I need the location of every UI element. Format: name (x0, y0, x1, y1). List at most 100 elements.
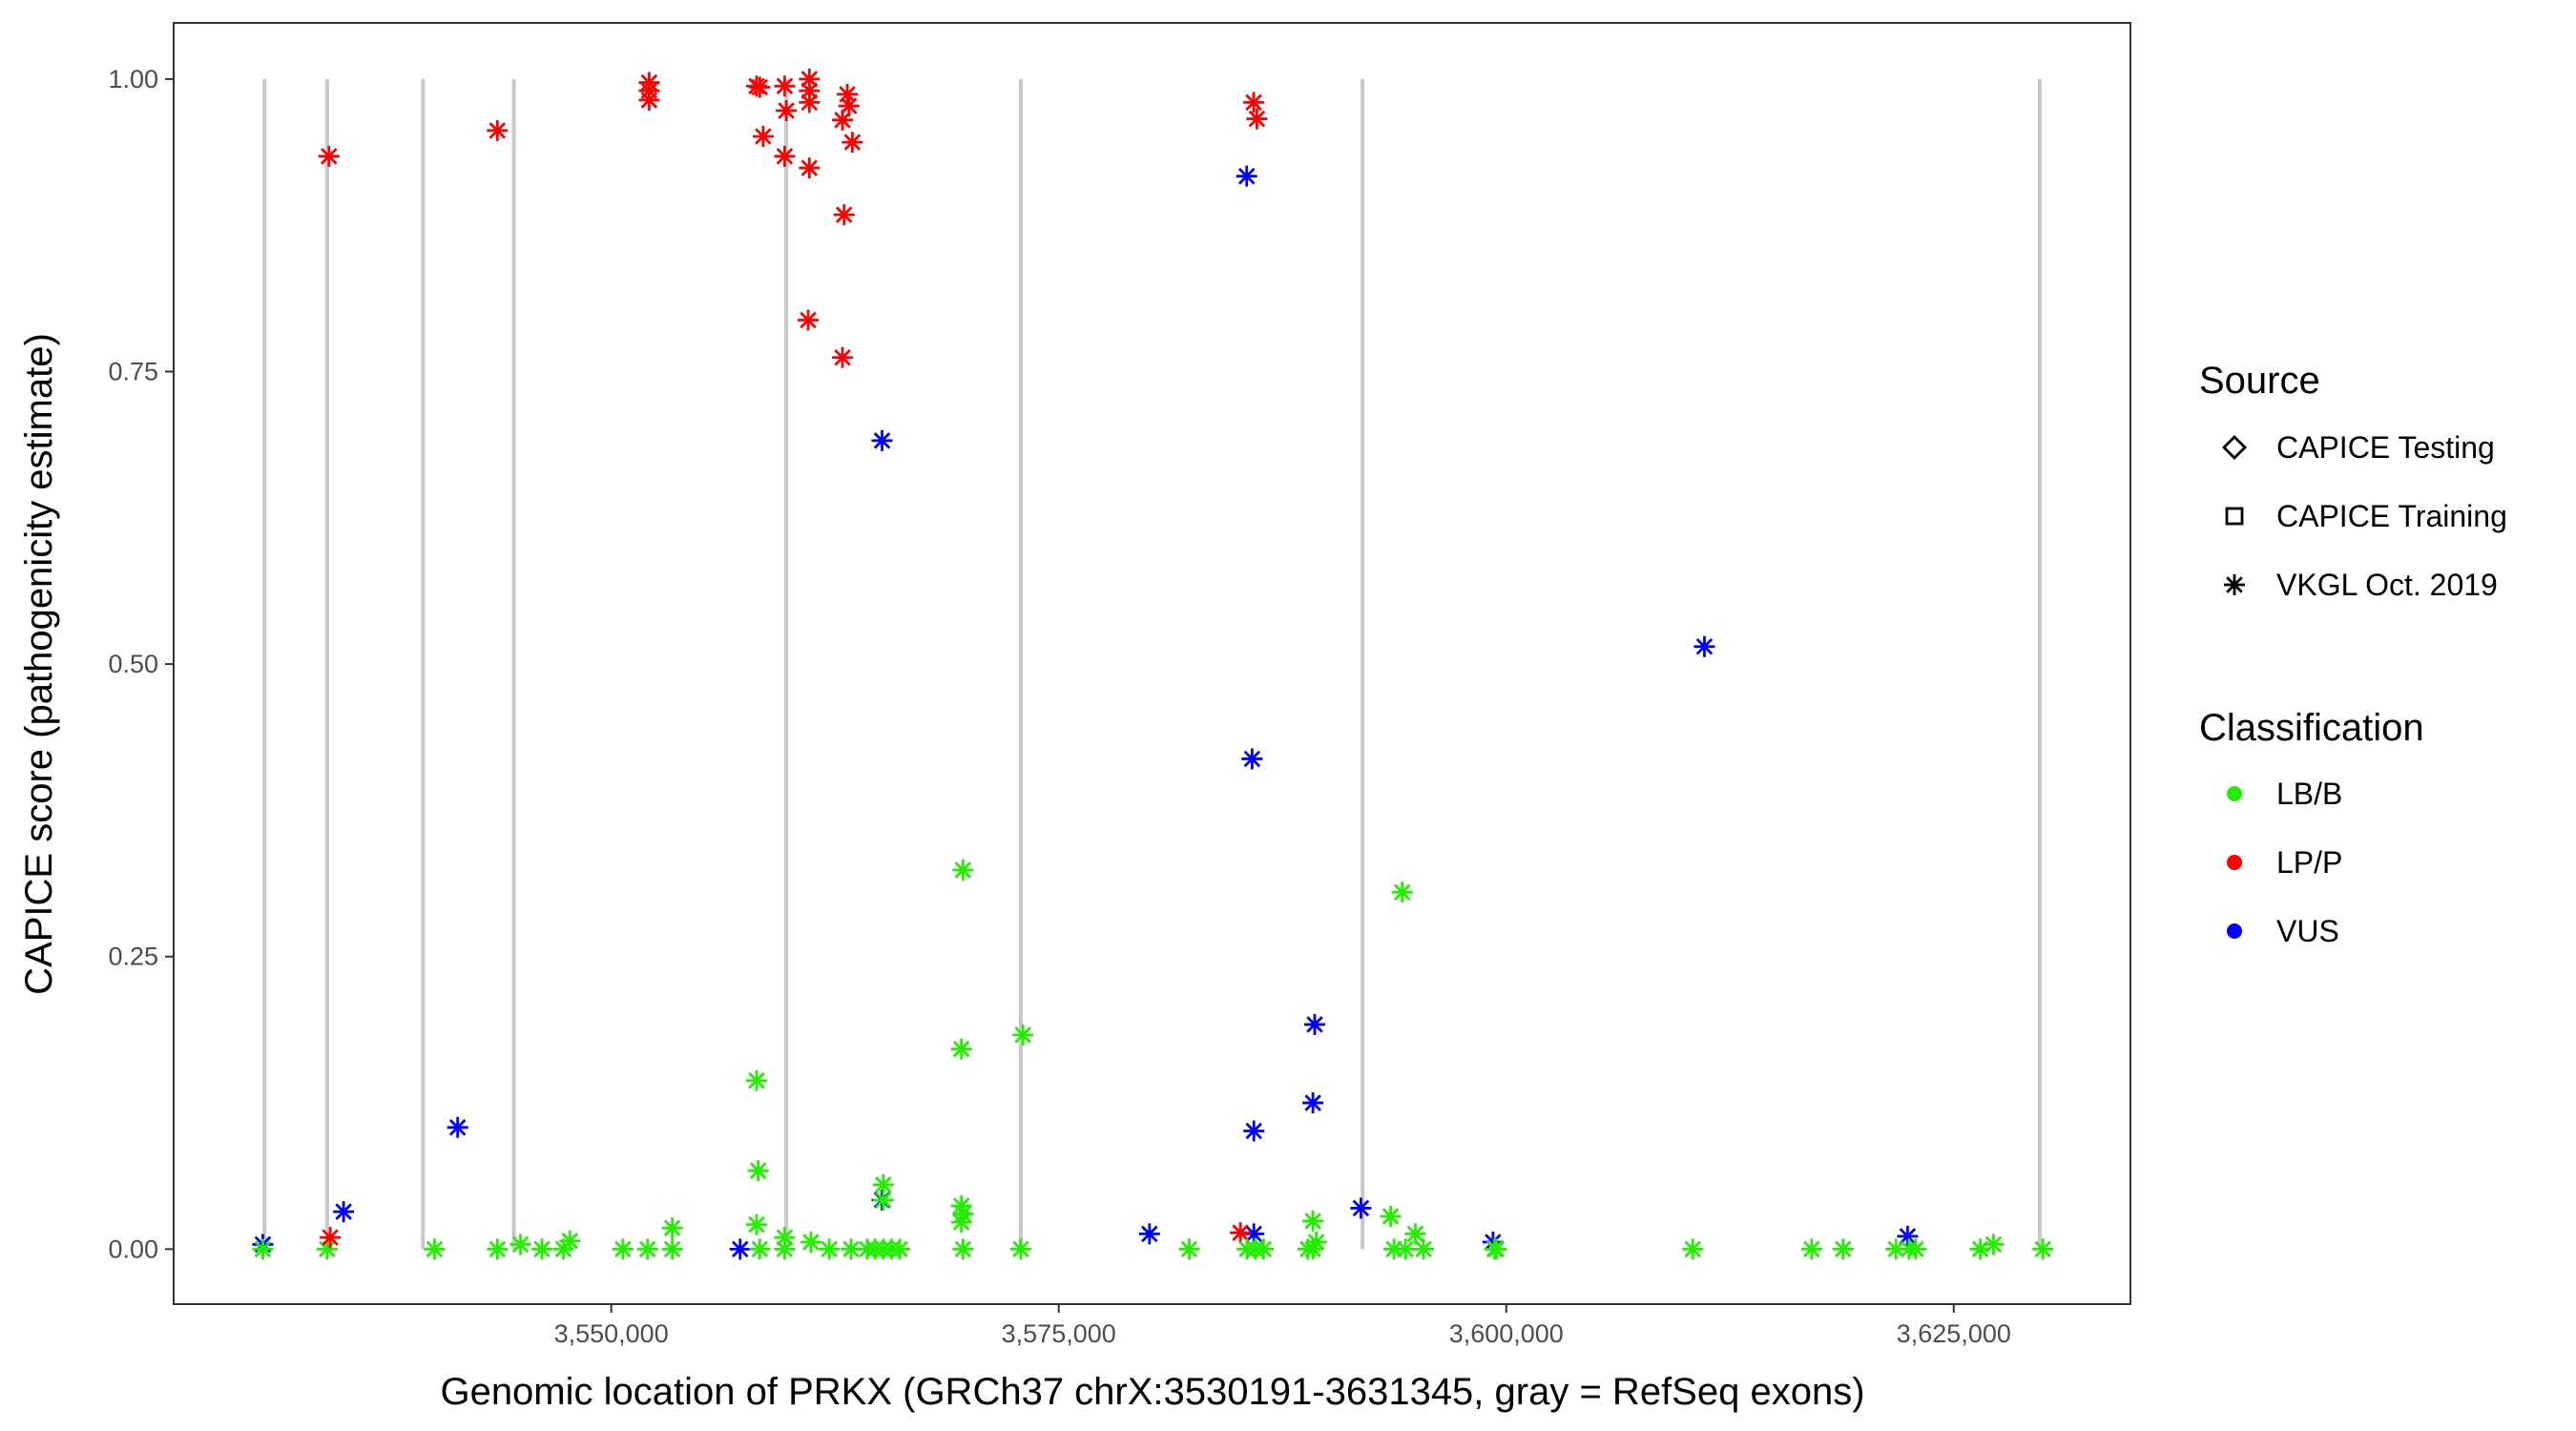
legend-label: LB/B (2276, 777, 2342, 811)
data-point (1243, 1120, 1265, 1142)
data-point (1012, 1024, 1034, 1046)
data-point (872, 1189, 894, 1211)
asterisk-marker (746, 1069, 768, 1091)
asterisk-marker (952, 1238, 974, 1260)
asterisk-marker (798, 309, 820, 331)
data-point (774, 145, 796, 167)
asterisk-marker (1243, 1120, 1265, 1142)
asterisk-marker (1969, 1238, 1991, 1260)
data-points (252, 68, 2054, 1260)
asterisk-marker (747, 1160, 769, 1182)
asterisk-marker (1243, 92, 1265, 114)
asterisk-marker (799, 68, 821, 90)
asterisk-marker (1885, 1238, 1907, 1260)
data-point (1009, 1238, 1031, 1260)
data-point (1383, 1238, 1405, 1260)
asterisk-marker (1236, 165, 1257, 187)
data-point (1241, 748, 1263, 770)
x-tick-label: 3,600,000 (1449, 1319, 1564, 1348)
data-point (1243, 92, 1265, 114)
data-point (1885, 1238, 1907, 1260)
asterisk-marker (729, 1238, 751, 1260)
asterisk-marker (1304, 1013, 1326, 1035)
data-point (838, 95, 860, 117)
data-point (952, 859, 974, 881)
data-point (1969, 1238, 1991, 1260)
data-point (509, 1234, 531, 1255)
data-point (638, 89, 660, 111)
data-point (799, 92, 821, 114)
data-point (612, 1238, 634, 1260)
data-point (837, 83, 859, 105)
asterisk-marker (952, 859, 974, 881)
data-point (1302, 1210, 1324, 1232)
asterisk-marker (746, 1213, 768, 1235)
asterisk-marker (950, 1212, 972, 1234)
asterisk-marker (661, 1217, 683, 1239)
data-point (1482, 1232, 1504, 1253)
asterisk-marker (1241, 748, 1263, 770)
y-tick-label: 0.75 (108, 357, 158, 385)
data-point (950, 1212, 972, 1234)
data-point (1138, 1223, 1160, 1245)
asterisk-marker (950, 1194, 972, 1216)
data-point (487, 119, 509, 141)
asterisk-marker (950, 1038, 972, 1060)
asterisk-marker (612, 1238, 634, 1260)
data-point (1350, 1197, 1372, 1219)
legend-label: LP/P (2276, 845, 2342, 880)
asterisk-marker (774, 145, 796, 167)
data-point (799, 80, 821, 102)
data-point (950, 1194, 972, 1216)
data-point (318, 145, 340, 167)
data-point (1391, 881, 1413, 903)
asterisk-marker (799, 92, 821, 114)
asterisk-marker (841, 1238, 862, 1260)
data-point (1230, 1222, 1252, 1244)
asterisk-marker (749, 1238, 771, 1260)
data-point (832, 109, 854, 131)
asterisk-marker (487, 1238, 509, 1260)
data-point (872, 1173, 894, 1195)
data-point (833, 204, 855, 226)
asterisk-marker (316, 1238, 338, 1260)
asterisk-marker (1009, 1238, 1031, 1260)
asterisk-marker (837, 83, 859, 105)
data-point (1243, 1223, 1265, 1245)
asterisk-marker (1243, 1223, 1265, 1245)
asterisk-marker (531, 1238, 553, 1260)
asterisk-marker (872, 1173, 894, 1195)
asterisk-marker (1404, 1223, 1426, 1245)
diamond-marker (2222, 435, 2247, 460)
legend-key-testing (2222, 435, 2247, 460)
asterisk-marker (774, 75, 796, 97)
data-point (747, 1160, 769, 1182)
asterisk-marker (636, 1238, 658, 1260)
legend-key-LBB (2227, 786, 2242, 801)
legend-key-vkgl (2224, 574, 2245, 595)
data-point (950, 1038, 972, 1060)
asterisk-marker (252, 1238, 274, 1260)
data-point (1832, 1238, 1854, 1260)
asterisk-marker (1682, 1238, 1704, 1260)
data-point (841, 132, 863, 154)
legend-label: CAPICE Testing (2276, 430, 2495, 465)
data-point (798, 309, 820, 331)
data-point (1253, 1238, 1275, 1260)
data-point (1413, 1238, 1435, 1260)
data-point (2032, 1238, 2054, 1260)
asterisk-marker (774, 1227, 796, 1249)
asterisk-marker (1484, 1238, 1506, 1260)
data-point (841, 1238, 862, 1260)
data-point (952, 1238, 974, 1260)
asterisk-marker (774, 1238, 796, 1260)
asterisk-marker (487, 119, 509, 141)
asterisk-marker (838, 95, 860, 117)
data-point (333, 1201, 355, 1223)
asterisk-marker (952, 1203, 974, 1225)
asterisk-marker (776, 99, 798, 121)
asterisk-marker (318, 145, 340, 167)
data-point (800, 1232, 822, 1253)
asterisk-marker (1350, 1197, 1372, 1219)
data-point (1178, 1238, 1200, 1260)
